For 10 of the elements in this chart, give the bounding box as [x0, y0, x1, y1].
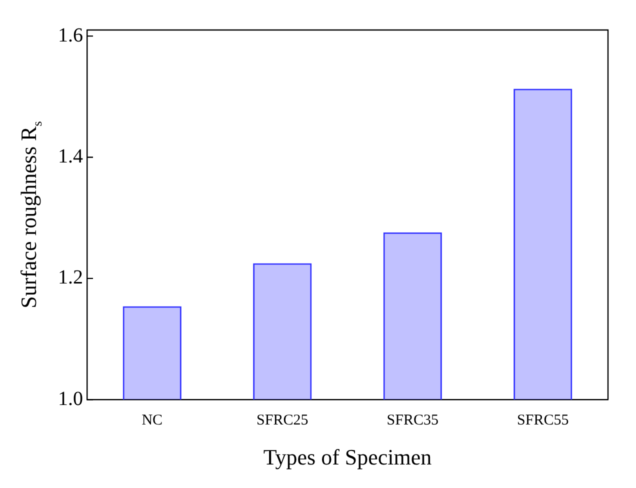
y-axis-title: Surface roughness Rs: [16, 121, 44, 308]
y-tick-label: 1.0: [58, 388, 83, 410]
y-tick-label: 1.2: [58, 266, 83, 289]
x-tick-label: SFRC25: [256, 412, 308, 429]
x-tick-label: SFRC35: [386, 412, 438, 429]
x-tick-label: SFRC55: [517, 412, 569, 429]
x-axis-title: Types of Specimen: [263, 444, 432, 470]
x-tick-label: NC: [142, 412, 163, 429]
y-tick-label: 1.6: [58, 24, 83, 46]
y-tick-label: 1.4: [58, 145, 83, 168]
